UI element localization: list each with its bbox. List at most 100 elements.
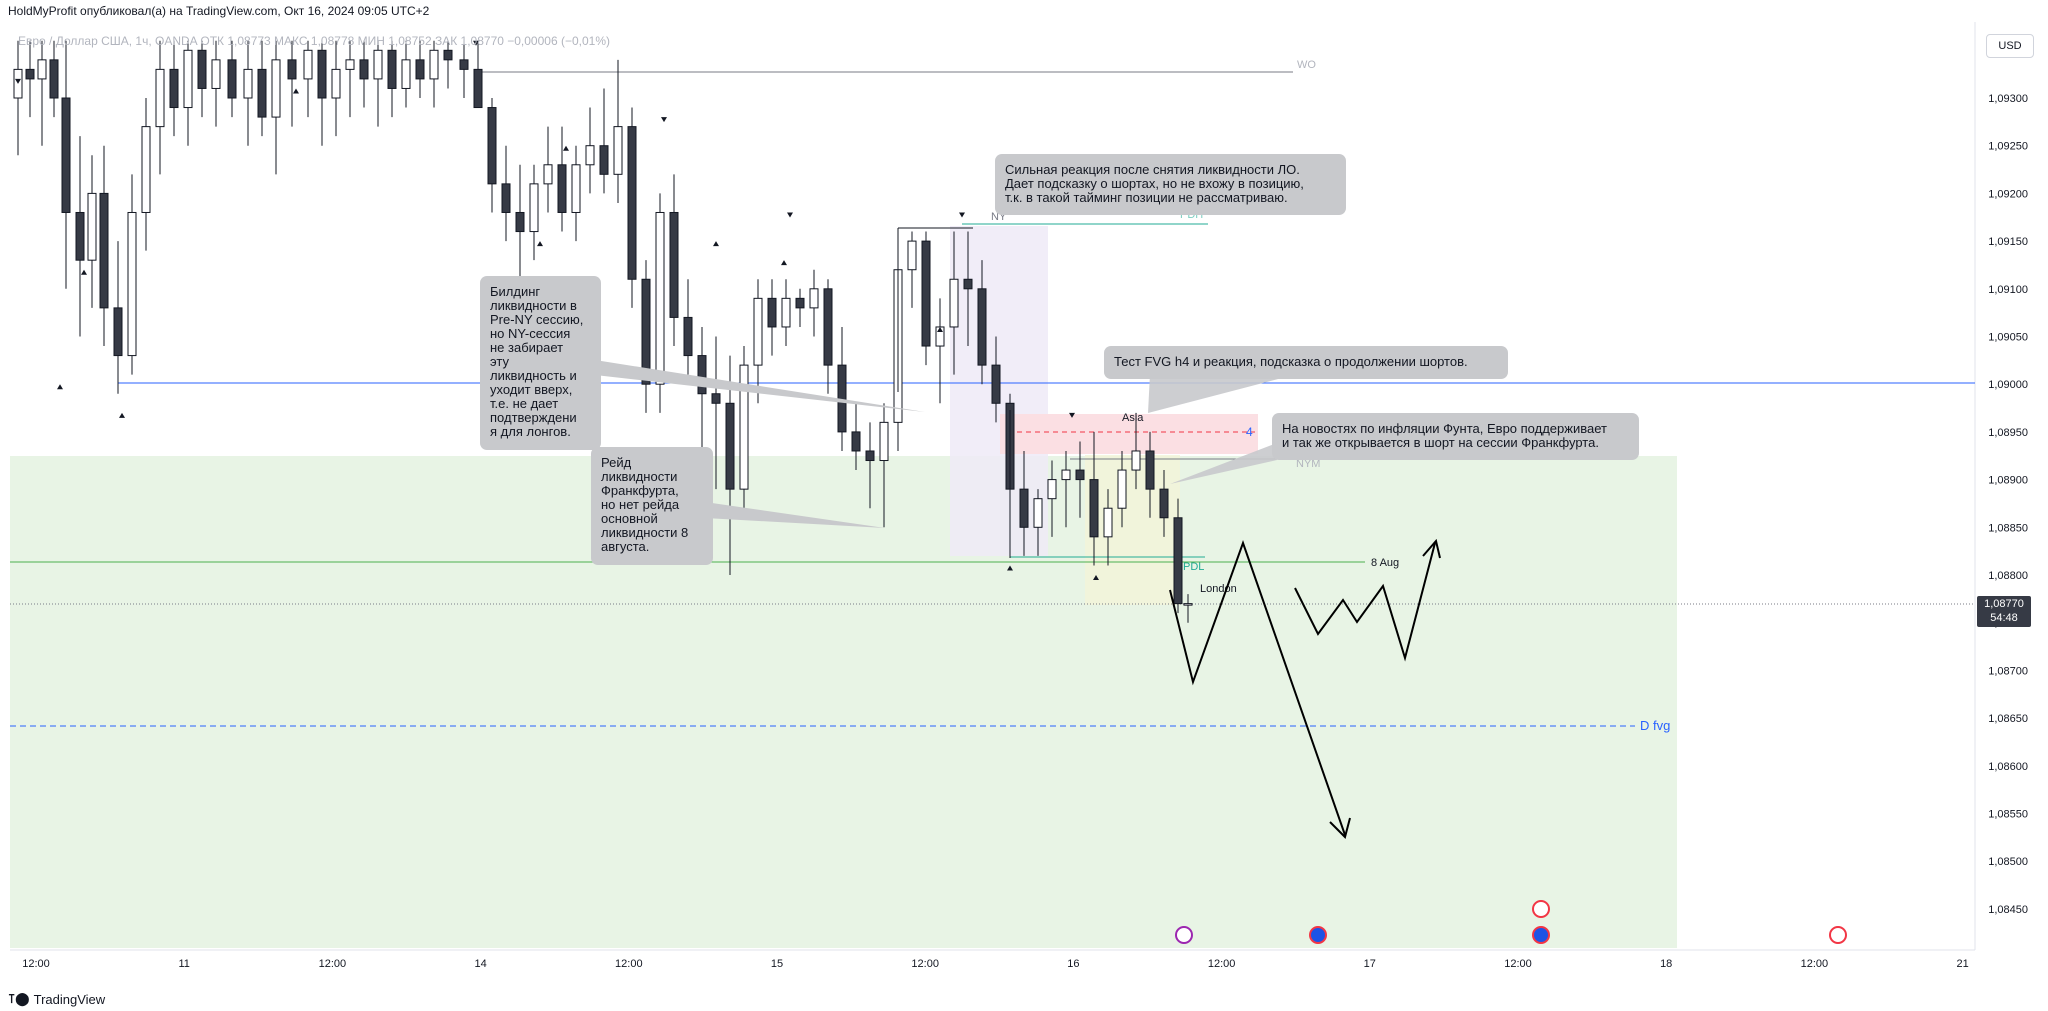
time-tick-label: 17 bbox=[1364, 958, 1376, 970]
price-tick-label: 1,08800 bbox=[1988, 570, 2028, 582]
candle-bear bbox=[443, 49, 453, 61]
brand-text: TradingView bbox=[33, 991, 106, 1007]
time-tick-label: 12:00 bbox=[1208, 958, 1236, 970]
asia-label: Asia bbox=[1122, 412, 1144, 424]
price-tick-label: 1,09200 bbox=[1988, 188, 2028, 200]
price-tick-label: 1,08700 bbox=[1988, 665, 2028, 677]
candle-bear bbox=[963, 278, 973, 290]
publisher-bar: HoldMyProfit опубликовал(а) на TradingVi… bbox=[0, 0, 2048, 22]
price-tick-label: 1,08550 bbox=[1988, 809, 2028, 821]
callout-news[interactable]: На новостях по инфляции Фунта, Евро подд… bbox=[1272, 413, 1639, 460]
fractal-marker bbox=[57, 384, 63, 390]
candle-bear bbox=[725, 402, 735, 490]
fractal-marker bbox=[1093, 575, 1099, 580]
candle-bull bbox=[345, 59, 355, 70]
aug8-label: 8 Aug bbox=[1371, 557, 1399, 569]
time-tick-label: 16 bbox=[1067, 958, 1079, 970]
candle-bear bbox=[795, 297, 805, 309]
last-price-value: 1,08770 bbox=[1984, 598, 2024, 610]
fractal-marker bbox=[1069, 412, 1075, 418]
candle-bull bbox=[781, 297, 791, 328]
candle-bear bbox=[851, 431, 861, 452]
price-tick-label: 1,09300 bbox=[1988, 93, 2028, 105]
event-icon-flash[interactable] bbox=[1175, 926, 1193, 944]
countdown: 54:48 bbox=[1990, 612, 2018, 624]
fractal-marker bbox=[937, 326, 943, 332]
fvg-green-zone bbox=[10, 456, 1677, 948]
candle-bear bbox=[459, 59, 469, 70]
fractal-marker bbox=[787, 212, 793, 218]
candle-bear bbox=[113, 307, 123, 357]
candle-bear bbox=[697, 355, 707, 395]
candle-bear bbox=[599, 145, 609, 175]
candle-bull bbox=[809, 288, 819, 309]
time-axis[interactable]: 12:00 11 12:00 14 12:00 15 12:00 16 12:00 17 12:00… bbox=[22, 958, 1968, 970]
price-tick-label: 1,08650 bbox=[1988, 713, 2028, 725]
candle-bear bbox=[515, 211, 525, 233]
pointer-news bbox=[1170, 443, 1277, 484]
wo-label: WO bbox=[1297, 59, 1316, 71]
candle-bull bbox=[1183, 603, 1193, 606]
candle-bull bbox=[571, 164, 581, 213]
candle-bear bbox=[487, 107, 497, 185]
pdl-label: PDL bbox=[1183, 561, 1204, 573]
callout-raid[interactable]: Рейд ликвидности Франкфурта, но нет рейд… bbox=[591, 447, 713, 565]
candle-bull bbox=[585, 145, 595, 166]
candle-bear bbox=[1145, 450, 1155, 490]
candle-bear bbox=[473, 68, 483, 109]
candle-bear bbox=[227, 59, 237, 99]
price-tick-label: 1,09150 bbox=[1988, 236, 2028, 248]
pointer-building bbox=[595, 360, 925, 412]
callout-top[interactable]: Сильная реакция после снятия ликвидности… bbox=[995, 154, 1346, 215]
price-axis[interactable]: 1,09300 1,09250 1,09200 1,09150 1,09100 1,090… bbox=[1988, 93, 2028, 916]
candle-bull bbox=[543, 164, 553, 185]
price-tick-label: 1,09100 bbox=[1988, 284, 2028, 296]
four-label: 4 bbox=[1246, 425, 1253, 439]
price-tick-label: 1,09050 bbox=[1988, 332, 2028, 344]
symbol-legend[interactable]: Евро / Доллар США, 1ч, OANDA ОТК 1,08773… bbox=[18, 34, 610, 48]
fractal-marker bbox=[1007, 565, 1013, 571]
candle-bear bbox=[641, 278, 651, 385]
fractal-marker bbox=[15, 78, 21, 84]
price-tick-label: 1,08900 bbox=[1988, 475, 2028, 487]
callout-building[interactable]: Билдинг ликвидности в Pre-NY сессию, но … bbox=[480, 276, 601, 450]
fractal-marker bbox=[563, 145, 569, 151]
candle-bull bbox=[401, 59, 411, 89]
time-tick-label: 21 bbox=[1956, 958, 1968, 970]
fractal-marker bbox=[713, 241, 719, 247]
event-icon-eu-2[interactable] bbox=[1532, 926, 1550, 944]
candle-bull bbox=[211, 59, 221, 89]
fractal-marker bbox=[781, 260, 787, 266]
fractal-marker bbox=[473, 40, 479, 46]
candle-bull bbox=[1061, 469, 1071, 481]
fractal-marker bbox=[661, 117, 667, 123]
candle-bear bbox=[257, 68, 267, 118]
event-icon-eu-1[interactable] bbox=[1309, 926, 1327, 944]
time-tick-label: 12:00 bbox=[319, 958, 347, 970]
candle-bull bbox=[303, 49, 313, 80]
candle-bear bbox=[99, 192, 109, 309]
candle-bull bbox=[949, 278, 959, 328]
candle-bear bbox=[25, 68, 35, 80]
candle-bear bbox=[683, 316, 693, 357]
last-price-tag: 1,08770 54:48 bbox=[1977, 596, 2031, 627]
candle-bear bbox=[415, 59, 425, 80]
candle-bear bbox=[1019, 488, 1029, 528]
candle-bull bbox=[429, 49, 439, 80]
time-tick-label: 12:00 bbox=[22, 958, 50, 970]
event-icon-us-1[interactable] bbox=[1532, 900, 1550, 918]
event-icon-us-2[interactable] bbox=[1829, 926, 1847, 944]
tradingview-logo[interactable]: ⊺⬤ TradingView bbox=[8, 991, 105, 1007]
candle-bear bbox=[287, 59, 297, 80]
candle-bear bbox=[669, 211, 679, 318]
price-tick-label: 1,08600 bbox=[1988, 761, 2028, 773]
candle-bull bbox=[613, 126, 623, 175]
callout-fvg[interactable]: Тест FVG h4 и реакция, подсказка о продо… bbox=[1104, 346, 1508, 379]
candle-bear bbox=[61, 97, 71, 213]
currency-button[interactable]: USD bbox=[1986, 34, 2034, 58]
candle-bear bbox=[627, 126, 637, 280]
candle-bear bbox=[169, 68, 179, 109]
candle-bear bbox=[359, 59, 369, 80]
candle-bull bbox=[87, 192, 97, 261]
